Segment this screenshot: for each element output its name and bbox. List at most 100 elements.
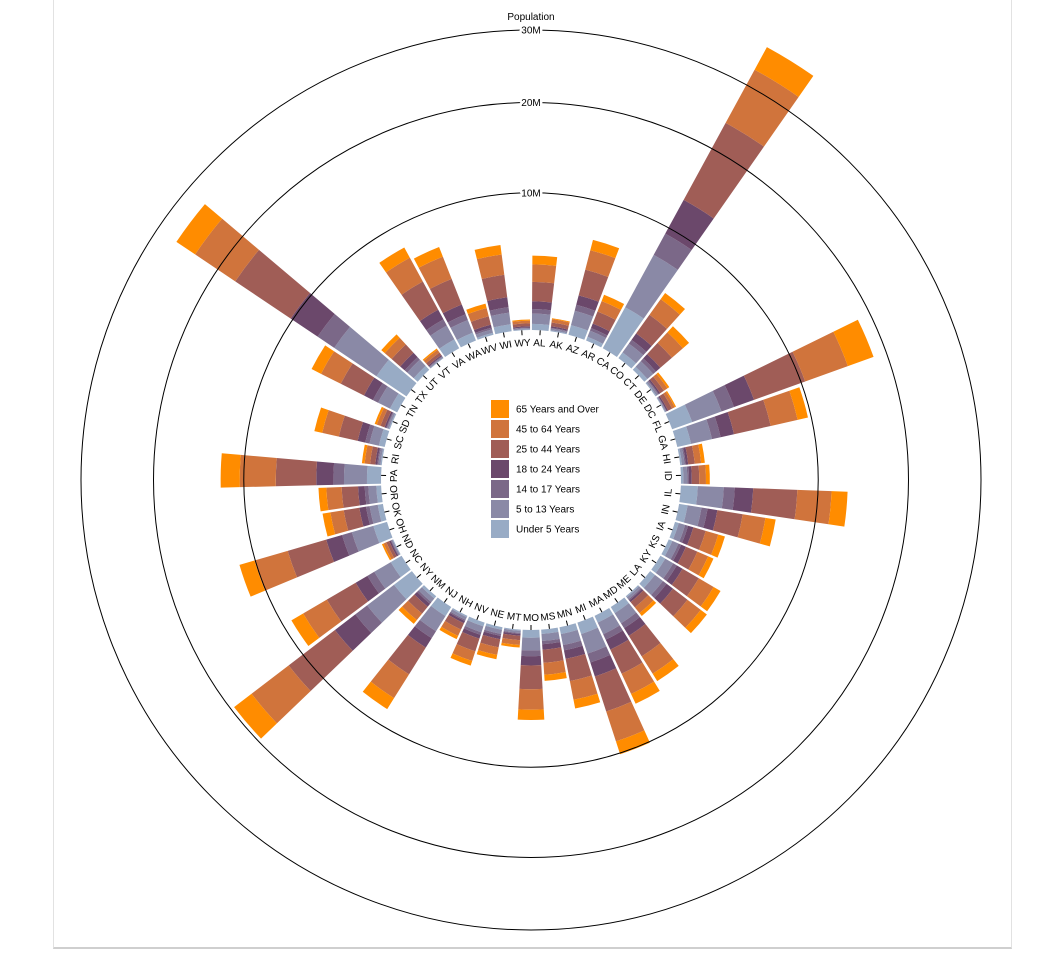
legend-label-under-5-years: Under 5 Years bbox=[516, 525, 579, 536]
bar-segment-ks-25-to-44-years bbox=[677, 546, 698, 570]
bar-segment-la-under-5-years bbox=[639, 571, 655, 588]
state-label-mi: MI bbox=[574, 602, 588, 616]
bar-segment-ny-25-to-44-years bbox=[288, 629, 353, 692]
bar-segment-mt-45-to-64-years bbox=[501, 638, 521, 646]
bar-segment-md-25-to-44-years bbox=[628, 624, 661, 657]
bar-segment-mt-14-to-17-years bbox=[503, 630, 521, 634]
bar-segment-nd-65-years-and-over bbox=[381, 543, 392, 561]
bar-segment-mt-65-years-and-over bbox=[501, 642, 520, 648]
bar-segment-wi-5-to-13-years bbox=[490, 312, 511, 328]
bar-segment-la-65-years-and-over bbox=[685, 609, 707, 634]
bar-segment-ri-5-to-13-years bbox=[378, 448, 384, 466]
bar-segment-dc-5-to-13-years bbox=[657, 396, 667, 412]
bar-segment-nv-14-to-17-years bbox=[463, 625, 482, 635]
bar-segment-mn-under-5-years bbox=[559, 623, 578, 635]
bar-segment-me-5-to-13-years bbox=[626, 586, 641, 600]
bar-segment-ny-45-to-64-years bbox=[251, 665, 311, 724]
bar-segment-mn-18-to-24-years bbox=[563, 645, 586, 659]
bar-segment-ia-under-5-years bbox=[669, 521, 679, 540]
bar-segment-co-5-to-13-years bbox=[622, 343, 644, 364]
state-label-mt: MT bbox=[506, 611, 522, 624]
bar-segment-al-45-to-64-years bbox=[532, 264, 557, 284]
bar-segment-ut-18-to-24-years bbox=[400, 352, 418, 371]
state-label-fl: FL bbox=[649, 419, 664, 434]
state-label-group: SD bbox=[392, 418, 414, 435]
bar-segment-ms-14-to-17-years bbox=[541, 638, 561, 645]
bar-segment-nc-45-to-64-years bbox=[303, 599, 342, 638]
bar-segment-wv-under-5-years bbox=[476, 332, 494, 340]
bar-segment-ks-65-years-and-over bbox=[698, 556, 714, 579]
bar-segment-me-18-to-24-years bbox=[629, 588, 644, 603]
bar-segment-ar-under-5-years bbox=[586, 336, 604, 348]
bar-segment-ne-5-to-13-years bbox=[484, 625, 503, 634]
bar-segment-ut-25-to-44-years bbox=[391, 344, 414, 367]
legend-swatch-65-years-and-over bbox=[491, 400, 509, 418]
bar-segment-nj-25-to-44-years bbox=[388, 634, 426, 675]
bar-segment-ok-5-to-13-years bbox=[369, 504, 382, 524]
bar-segment-in-25-to-44-years bbox=[712, 510, 743, 538]
bar-segment-wy-45-to-64-years bbox=[512, 320, 531, 325]
bar-segment-ne-14-to-17-years bbox=[483, 629, 502, 636]
bar-segment-oh-18-to-24-years bbox=[326, 535, 350, 562]
bar-segment-nm-14-to-17-years bbox=[417, 590, 432, 604]
bar-segment-in-18-to-24-years bbox=[703, 508, 718, 531]
bar-segment-co-under-5-years bbox=[618, 352, 637, 369]
bar-segment-wa-25-to-44-years bbox=[429, 278, 462, 314]
bar-segment-ma-14-to-17-years bbox=[603, 625, 623, 640]
bar-segment-de-5-to-13-years bbox=[646, 381, 659, 396]
bar-segment-in-under-5-years bbox=[675, 503, 688, 523]
state-label-group: AK bbox=[549, 332, 564, 353]
bar-segment-wi-25-to-44-years bbox=[481, 274, 508, 302]
bar-segment-in-45-to-64-years bbox=[737, 514, 766, 544]
bar-segment-tn-25-to-44-years bbox=[340, 363, 375, 396]
bar-segment-ms-25-to-44-years bbox=[542, 647, 564, 663]
bar-segment-ma-18-to-24-years bbox=[605, 630, 629, 650]
y-ring-30m bbox=[80, 29, 982, 931]
bar-segment-nh-18-to-24-years bbox=[448, 612, 466, 624]
bar-segment-wi-45-to-64-years bbox=[476, 254, 505, 279]
bar-segment-tn-14-to-17-years bbox=[372, 383, 388, 403]
bar-segment-oh-25-to-44-years bbox=[287, 539, 335, 578]
bar-segment-nj-under-5-years bbox=[430, 597, 452, 617]
bar-segment-va-14-to-17-years bbox=[426, 319, 447, 336]
bar-segment-pa-14-to-17-years bbox=[333, 462, 345, 485]
bar-segment-mt-under-5-years bbox=[504, 627, 521, 631]
bar-segment-nm-25-to-44-years bbox=[407, 594, 428, 614]
bar-segment-va-25-to-44-years bbox=[401, 281, 439, 322]
bar-segment-al-5-to-13-years bbox=[531, 313, 551, 325]
bar-segment-ct-65-years-and-over bbox=[667, 326, 690, 349]
state-label-group: PA bbox=[381, 469, 400, 482]
bar-segment-ar-18-to-24-years bbox=[590, 323, 610, 336]
bar-segment-ct-45-to-64-years bbox=[657, 332, 683, 358]
bar-segment-nc-65-years-and-over bbox=[291, 613, 320, 646]
chart-frame bbox=[53, 0, 1012, 949]
state-label-ar: AR bbox=[579, 348, 596, 364]
bar-segment-mi-45-to-64-years bbox=[606, 701, 645, 742]
bar-segment-ar-14-to-17-years bbox=[589, 327, 608, 339]
bar-segment-dc-14-to-17-years bbox=[657, 396, 667, 412]
bar-segment-ok-45-to-64-years bbox=[330, 510, 349, 535]
state-label-il: IL bbox=[663, 488, 675, 498]
bar-segment-wv-18-to-24-years bbox=[473, 324, 492, 333]
bar-segment-fl-65-years-and-over bbox=[833, 319, 874, 367]
bar-segment-vt-18-to-24-years bbox=[428, 354, 443, 367]
bar-segment-la-14-to-17-years bbox=[651, 580, 667, 599]
state-label-group: HI bbox=[660, 453, 680, 465]
bar-segment-nh-45-to-64-years bbox=[441, 621, 462, 636]
state-label-group: AR bbox=[579, 343, 597, 364]
state-label-ga: GA bbox=[655, 434, 670, 451]
state-label-group: MS bbox=[540, 611, 556, 629]
bar-segment-ia-45-to-64-years bbox=[699, 530, 719, 555]
state-label-sd: SD bbox=[398, 418, 414, 435]
bar-segment-sc-25-to-44-years bbox=[338, 415, 364, 441]
bar-segment-dc-under-5-years bbox=[656, 397, 666, 413]
bar-segment-vt-25-to-44-years bbox=[426, 352, 442, 366]
bar-segment-ne-45-to-64-years bbox=[478, 642, 499, 655]
bar-segment-ut-5-to-13-years bbox=[407, 359, 426, 379]
bar-segment-hi-25-to-44-years bbox=[685, 445, 695, 465]
bar-segment-pa-45-to-64-years bbox=[239, 454, 277, 488]
y-tick-label-halo: 10M bbox=[521, 188, 540, 199]
bar-segment-mi-under-5-years bbox=[577, 616, 598, 635]
state-label-ia: IA bbox=[655, 519, 669, 532]
bar-segment-sd-18-to-24-years bbox=[384, 411, 393, 428]
